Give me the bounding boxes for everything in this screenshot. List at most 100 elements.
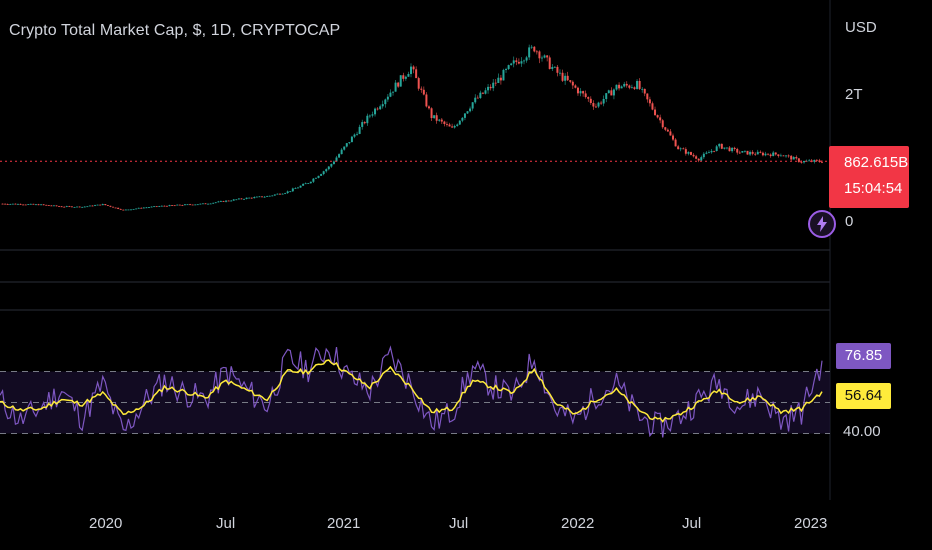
candle-body bbox=[178, 204, 181, 206]
candle-body bbox=[353, 134, 356, 137]
candle-body bbox=[471, 102, 474, 109]
candle-body bbox=[415, 69, 418, 79]
candle-body bbox=[731, 147, 734, 152]
candle-body bbox=[189, 204, 192, 206]
time-tick-2020: 2020 bbox=[89, 515, 122, 532]
candle-body bbox=[489, 86, 492, 89]
rsi-level-label: 40.00 bbox=[843, 423, 881, 440]
candle-body bbox=[332, 161, 335, 164]
candle-body bbox=[235, 199, 238, 201]
candle-body bbox=[576, 87, 579, 94]
chart-title: Crypto Total Market Cap, $, 1D, CRYPTOCA… bbox=[9, 22, 341, 39]
candle-body bbox=[119, 208, 122, 210]
candle-body bbox=[564, 75, 567, 81]
candle-body bbox=[248, 197, 251, 199]
candle-body bbox=[281, 193, 284, 195]
candle-body bbox=[394, 82, 397, 92]
candle-body bbox=[551, 67, 554, 69]
candle-body bbox=[702, 153, 705, 158]
candle-body bbox=[194, 204, 197, 206]
candle-body bbox=[243, 198, 246, 200]
candle-body bbox=[289, 191, 292, 193]
candle-body bbox=[358, 126, 361, 134]
candle-body bbox=[309, 181, 312, 184]
candle-body bbox=[132, 208, 135, 210]
candle-body bbox=[271, 195, 274, 197]
candle-body bbox=[91, 205, 94, 207]
candle-body bbox=[81, 206, 84, 208]
rsi-ma-line bbox=[0, 359, 823, 423]
candle-body bbox=[314, 177, 317, 179]
candle-body bbox=[296, 187, 299, 189]
candle-body bbox=[338, 154, 341, 158]
candle-body bbox=[70, 206, 73, 208]
lightning-bolt-glyph bbox=[817, 216, 827, 232]
candle-body bbox=[404, 76, 407, 79]
candle-body bbox=[584, 93, 587, 98]
candle-body bbox=[451, 126, 454, 128]
candle-body bbox=[147, 207, 150, 209]
candle-body bbox=[494, 82, 497, 84]
candle-body bbox=[291, 188, 294, 192]
candle-body bbox=[458, 120, 461, 125]
candle-body bbox=[756, 151, 759, 155]
candle-body bbox=[474, 97, 477, 103]
candle-body bbox=[106, 205, 109, 206]
candle-body bbox=[625, 83, 628, 86]
candle-body bbox=[525, 57, 528, 61]
candle-body bbox=[348, 142, 351, 144]
candle-body bbox=[651, 103, 654, 110]
candle-body bbox=[587, 97, 590, 99]
candle-body bbox=[320, 174, 323, 176]
candle-body bbox=[163, 205, 166, 207]
candle-body bbox=[266, 196, 269, 197]
candle-body bbox=[417, 78, 420, 89]
candle-body bbox=[818, 160, 821, 162]
candle-body bbox=[761, 152, 764, 156]
candle-body bbox=[402, 75, 405, 79]
candle-body bbox=[371, 114, 374, 116]
candle-body bbox=[612, 89, 615, 96]
candle-body bbox=[145, 207, 148, 209]
candle-body bbox=[574, 85, 577, 88]
candle-body bbox=[327, 166, 330, 170]
lightning-bolt-icon[interactable] bbox=[808, 210, 836, 238]
candle-body bbox=[427, 106, 430, 109]
candle-body bbox=[171, 205, 174, 206]
candle-body bbox=[4, 203, 7, 205]
candle-body bbox=[597, 102, 600, 107]
candle-body bbox=[29, 203, 32, 205]
candle-body bbox=[669, 131, 672, 136]
candle-body bbox=[517, 61, 520, 64]
candle-body bbox=[618, 84, 621, 89]
candle-body bbox=[58, 206, 61, 207]
candle-body bbox=[117, 207, 120, 209]
candle-body bbox=[37, 204, 40, 206]
candle-body bbox=[209, 203, 212, 205]
candle-body bbox=[641, 88, 644, 90]
candle-body bbox=[222, 201, 225, 202]
candle-body bbox=[592, 102, 595, 107]
candle-body bbox=[363, 122, 366, 124]
candle-body bbox=[86, 206, 89, 208]
candle-body bbox=[109, 205, 112, 207]
candle-body bbox=[379, 106, 382, 110]
candle-body bbox=[227, 200, 230, 202]
candle-body bbox=[101, 204, 104, 206]
candle-body bbox=[299, 185, 302, 188]
candle-body bbox=[150, 206, 153, 208]
candle-body bbox=[751, 151, 754, 154]
candle-body bbox=[204, 203, 207, 205]
candle-body bbox=[312, 178, 315, 182]
candle-body bbox=[713, 150, 716, 152]
candle-body bbox=[502, 69, 505, 81]
candle-body bbox=[45, 204, 48, 206]
candle-body bbox=[340, 149, 343, 155]
candle-body bbox=[636, 80, 639, 89]
candle-body bbox=[55, 205, 58, 207]
candle-body bbox=[630, 87, 633, 89]
candle-body bbox=[728, 147, 731, 152]
candle-body bbox=[553, 66, 556, 68]
candle-body bbox=[743, 150, 746, 152]
candle-body bbox=[217, 201, 220, 203]
